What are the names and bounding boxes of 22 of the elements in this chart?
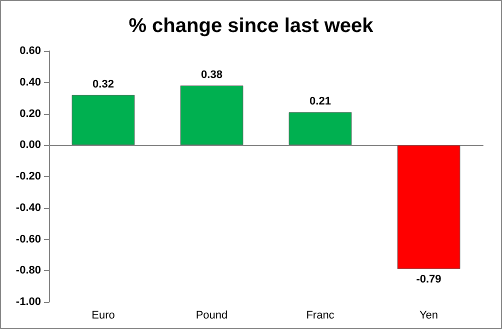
y-tick-label: -1.00 <box>16 296 41 308</box>
y-tick-label: 0.20 <box>20 108 41 120</box>
bar <box>180 86 244 146</box>
data-label: -0.79 <box>416 274 442 286</box>
data-label: 0.21 <box>310 96 331 108</box>
data-label: 0.32 <box>92 78 114 90</box>
bar <box>397 145 460 270</box>
y-tick-label: -0.60 <box>16 233 41 246</box>
y-tick-label: -0.80 <box>16 264 41 277</box>
y-tick-label: 0.40 <box>20 76 41 88</box>
bar <box>288 112 352 146</box>
x-tick-label: Franc <box>306 310 335 322</box>
bar <box>72 94 135 146</box>
chart-title: % change since last week <box>128 15 374 37</box>
x-tick-label: Pound <box>196 310 228 322</box>
y-tick-label: 0.00 <box>20 139 41 152</box>
data-label: 0.38 <box>201 69 222 82</box>
x-tick-label: Yen <box>419 310 438 322</box>
y-tick-label: -0.20 <box>16 170 41 182</box>
y-tick-label: 0.60 <box>20 45 41 57</box>
x-tick-label: Euro <box>92 310 115 322</box>
y-tick-label: -0.40 <box>16 202 41 214</box>
